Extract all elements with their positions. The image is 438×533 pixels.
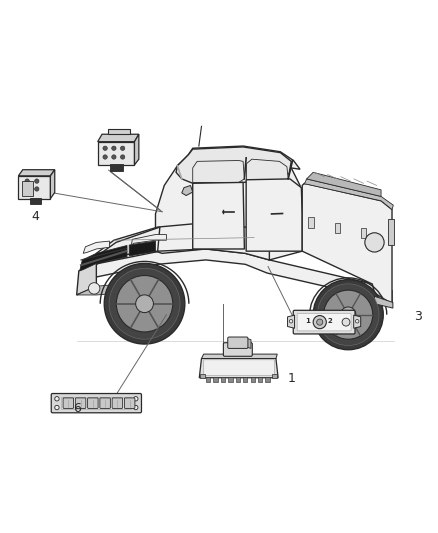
Circle shape (120, 146, 125, 150)
Bar (272, 374, 277, 378)
Polygon shape (77, 262, 96, 295)
Circle shape (313, 280, 383, 350)
Bar (308, 217, 314, 228)
Polygon shape (94, 227, 160, 264)
Polygon shape (177, 146, 300, 169)
Circle shape (342, 318, 350, 326)
Bar (265, 377, 270, 382)
Polygon shape (83, 241, 110, 253)
Polygon shape (80, 246, 127, 271)
Circle shape (134, 405, 138, 410)
Polygon shape (94, 223, 269, 264)
Polygon shape (98, 142, 134, 165)
Bar (335, 223, 340, 233)
Polygon shape (199, 359, 278, 378)
Polygon shape (304, 179, 393, 209)
Polygon shape (50, 169, 55, 199)
Circle shape (365, 233, 384, 252)
Text: 3: 3 (414, 310, 422, 324)
FancyBboxPatch shape (223, 343, 252, 356)
Circle shape (112, 155, 116, 159)
Circle shape (103, 146, 107, 150)
FancyBboxPatch shape (297, 313, 351, 331)
Polygon shape (374, 296, 393, 308)
Bar (30, 198, 41, 204)
Polygon shape (287, 315, 294, 328)
Circle shape (289, 319, 293, 323)
Text: 1: 1 (305, 318, 310, 324)
Circle shape (324, 290, 373, 339)
Circle shape (109, 268, 180, 339)
Bar (243, 377, 247, 382)
Bar (258, 377, 262, 382)
Circle shape (134, 397, 138, 401)
Polygon shape (18, 169, 55, 176)
Polygon shape (94, 247, 392, 304)
FancyBboxPatch shape (293, 310, 355, 334)
Bar (236, 377, 240, 382)
Polygon shape (193, 160, 244, 182)
Polygon shape (247, 159, 288, 181)
Polygon shape (201, 354, 277, 359)
Polygon shape (131, 235, 166, 246)
Polygon shape (246, 179, 302, 251)
Bar (221, 377, 225, 382)
Bar (251, 377, 255, 382)
Bar (228, 377, 233, 382)
Bar (200, 374, 205, 378)
Circle shape (120, 155, 125, 159)
Text: 4: 4 (31, 209, 39, 223)
Text: 6: 6 (73, 402, 81, 415)
Polygon shape (182, 185, 193, 196)
Text: 2: 2 (327, 318, 332, 324)
Polygon shape (307, 172, 381, 197)
FancyBboxPatch shape (88, 398, 98, 408)
Polygon shape (18, 176, 50, 199)
Polygon shape (354, 315, 360, 328)
Bar (213, 377, 218, 382)
Bar (22, 181, 33, 197)
Circle shape (340, 307, 356, 322)
Polygon shape (98, 134, 139, 142)
Circle shape (88, 282, 100, 294)
Bar (388, 219, 394, 246)
Circle shape (35, 187, 39, 191)
Polygon shape (176, 147, 291, 183)
Circle shape (318, 284, 379, 345)
FancyBboxPatch shape (63, 398, 74, 408)
Circle shape (25, 179, 29, 183)
FancyBboxPatch shape (51, 393, 141, 413)
Circle shape (103, 155, 107, 159)
Circle shape (136, 295, 153, 312)
Circle shape (25, 187, 29, 191)
Polygon shape (129, 241, 155, 256)
Circle shape (117, 276, 173, 332)
Polygon shape (155, 152, 302, 260)
Circle shape (55, 405, 59, 410)
Bar (110, 165, 123, 171)
FancyBboxPatch shape (204, 360, 275, 376)
FancyBboxPatch shape (75, 398, 86, 408)
Polygon shape (302, 183, 392, 304)
Text: 1: 1 (287, 372, 295, 385)
Bar (361, 228, 366, 238)
Polygon shape (108, 128, 130, 134)
Circle shape (55, 397, 59, 401)
Polygon shape (247, 338, 251, 349)
FancyBboxPatch shape (112, 398, 123, 408)
FancyBboxPatch shape (228, 337, 248, 349)
Polygon shape (77, 282, 149, 295)
Polygon shape (134, 134, 139, 165)
Bar (206, 377, 210, 382)
Bar (61, 398, 131, 409)
FancyBboxPatch shape (100, 398, 110, 408)
Circle shape (313, 316, 326, 329)
Circle shape (35, 179, 39, 183)
Circle shape (355, 319, 359, 323)
Polygon shape (193, 182, 244, 249)
FancyBboxPatch shape (124, 398, 135, 408)
Circle shape (104, 263, 185, 344)
Circle shape (317, 319, 323, 325)
Circle shape (112, 146, 116, 150)
